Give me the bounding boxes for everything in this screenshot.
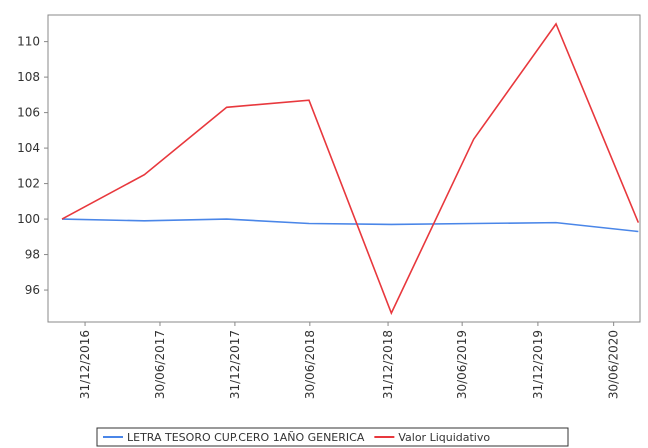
legend-label: LETRA TESORO CUP.CERO 1AÑO GENERICA	[127, 431, 365, 444]
x-tick-label: 31/12/2017	[228, 330, 242, 399]
x-tick-label: 30/06/2020	[607, 330, 621, 399]
series-line	[61, 218, 639, 233]
y-tick-label: 96	[25, 283, 40, 297]
legend-box	[96, 427, 569, 447]
x-tick-label: 30/06/2018	[303, 330, 317, 399]
x-tick-label: 30/06/2017	[153, 330, 167, 399]
y-tick-label: 104	[17, 141, 40, 155]
y-tick-label: 106	[17, 106, 40, 120]
y-tick-label: 102	[17, 177, 40, 191]
x-tick-label: 31/12/2018	[381, 330, 395, 399]
series-line	[61, 22, 640, 316]
x-tick-label: 30/06/2019	[455, 330, 469, 399]
y-tick-label: 110	[17, 35, 40, 49]
x-tick-label: 31/12/2016	[78, 330, 92, 399]
y-tick-label: 98	[25, 248, 40, 262]
legend-label: Valor Liquidativo	[398, 431, 490, 444]
y-tick-label: 100	[17, 212, 40, 226]
y-tick-label: 108	[17, 70, 40, 84]
plot-frame	[47, 14, 641, 323]
x-tick-label: 31/12/2019	[531, 330, 545, 399]
